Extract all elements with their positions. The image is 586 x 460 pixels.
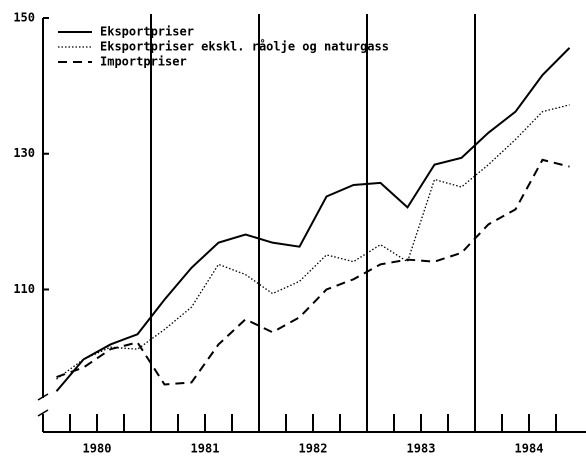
- y-tick-label: 110: [13, 282, 35, 296]
- legend-label: Importpriser: [100, 55, 187, 69]
- axis-break: [37, 393, 49, 417]
- x-tick-label: 1980: [83, 442, 112, 456]
- x-tick-label: 1984: [515, 442, 544, 456]
- y-tick-label: 130: [13, 146, 35, 160]
- legend-label: Eksportpriser: [100, 25, 194, 39]
- x-tick-label: 1981: [191, 442, 220, 456]
- series-line: [55, 47, 571, 392]
- x-tick-label: 1983: [407, 442, 436, 456]
- y-tick-label: 150: [13, 11, 35, 25]
- x-tick-label: 1982: [299, 442, 328, 456]
- series-line: [56, 158, 570, 386]
- legend-label: Eksportpriser ekskl. råolje og naturgass: [100, 40, 389, 54]
- series-line: [56, 104, 570, 380]
